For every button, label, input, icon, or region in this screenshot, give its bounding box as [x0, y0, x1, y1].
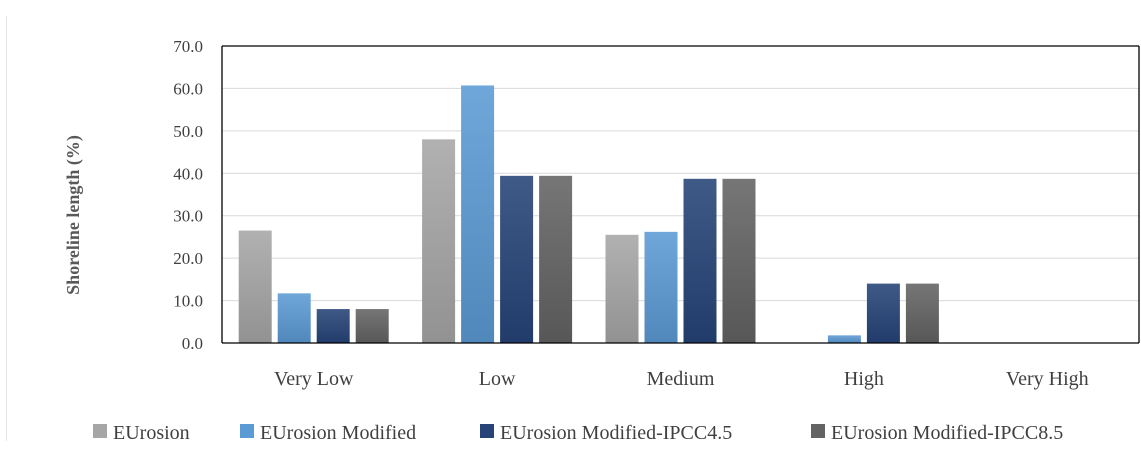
legend-label: EUrosion	[113, 422, 190, 444]
legend-label: EUrosion Modified-IPCC4.5	[500, 422, 732, 444]
bar	[461, 85, 495, 344]
y-tick-label: 50.0	[173, 122, 203, 141]
y-tick-labels: 0.0 10.0 20.0 30.0 40.0 50.0 60.0 70.0	[173, 37, 203, 353]
legend-swatch	[811, 424, 825, 438]
bar	[500, 175, 534, 343]
bar	[722, 178, 756, 343]
legend-swatch	[93, 424, 107, 438]
bar	[539, 175, 573, 343]
y-tick-label: 40.0	[173, 164, 203, 183]
y-tick-label: 60.0	[173, 79, 203, 98]
category-label: Low	[479, 368, 516, 390]
bars	[238, 85, 939, 344]
bar	[905, 283, 939, 343]
category-label: High	[844, 368, 884, 390]
frame-rule	[6, 16, 7, 441]
bar	[277, 293, 311, 343]
y-tick-label: 0.0	[182, 334, 203, 353]
y-tick-label: 20.0	[173, 249, 203, 268]
bar	[422, 139, 456, 343]
bar	[683, 178, 717, 343]
y-axis-title: Shoreline length (%)	[63, 135, 84, 295]
bar	[316, 309, 350, 343]
legend-swatch	[240, 424, 254, 438]
legend-label: EUrosion Modified	[260, 422, 416, 444]
y-tick-label: 10.0	[173, 292, 203, 311]
category-labels: Very Low Low Medium High Very High	[274, 368, 1089, 390]
bar	[827, 335, 861, 343]
gridlines	[222, 45, 1139, 302]
bar	[644, 231, 678, 343]
category-label: Very High	[1006, 368, 1089, 390]
bar	[355, 309, 389, 343]
category-label: Medium	[647, 368, 715, 390]
bar	[238, 230, 272, 343]
legend: EUrosion EUrosion Modified EUrosion Modifi…	[93, 422, 1063, 444]
legend-label: EUrosion Modified-IPCC8.5	[831, 422, 1063, 444]
legend-swatch	[480, 424, 494, 438]
axes	[221, 45, 1140, 344]
y-tick-label: 30.0	[173, 207, 203, 226]
y-tick-label: 70.0	[173, 37, 203, 56]
bar	[605, 234, 639, 343]
bar	[866, 283, 900, 343]
category-label: Very Low	[274, 368, 354, 390]
